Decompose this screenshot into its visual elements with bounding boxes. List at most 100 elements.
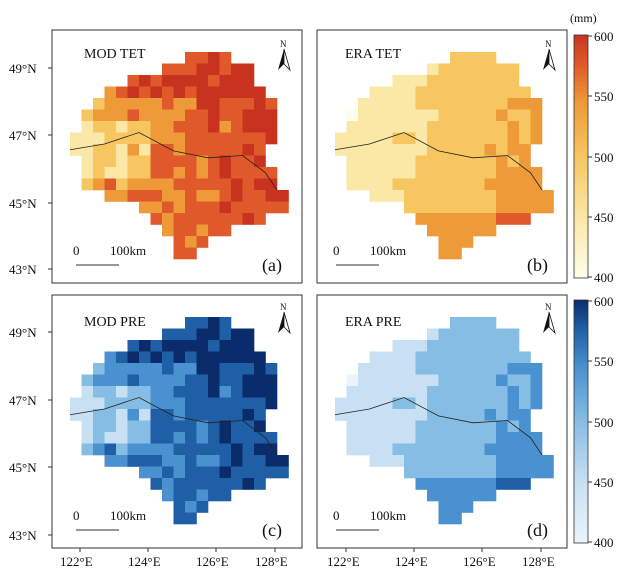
map-cell (461, 340, 474, 352)
map-cell (415, 455, 428, 467)
map-cell (254, 155, 266, 168)
map-cell (450, 420, 462, 433)
map-cell (507, 132, 520, 145)
map-cell (196, 75, 209, 87)
map-cell (461, 478, 474, 490)
map-cell (404, 98, 416, 110)
map-cell (519, 351, 531, 364)
map-cell (461, 236, 474, 248)
map-cell (173, 501, 186, 513)
map-cell (484, 328, 497, 341)
map-cell (139, 178, 151, 191)
map-cell (219, 317, 232, 329)
map-cell (208, 328, 220, 341)
map-cell (185, 121, 197, 133)
map-cell (150, 374, 163, 387)
map-cell (116, 190, 128, 202)
panel-c: MOD PRE (c) (51, 294, 303, 549)
map-cell (484, 386, 497, 398)
map-cell (231, 63, 243, 76)
map-cell (473, 167, 485, 179)
map-cell (484, 397, 497, 410)
colorbar-tick: 450 (594, 475, 614, 490)
map-cell (219, 455, 232, 467)
map-cell (427, 397, 439, 410)
map-cell (404, 178, 416, 191)
map-cell (231, 374, 243, 387)
map-cell (369, 443, 382, 456)
map-cell (381, 409, 393, 421)
map-cell (369, 109, 382, 122)
map-cell (173, 224, 186, 237)
map-cell (162, 132, 174, 145)
map-cell (450, 63, 462, 76)
map-cell (196, 86, 209, 99)
map-cell (185, 98, 197, 110)
map-cell (427, 478, 439, 490)
map-cell (484, 144, 497, 156)
map-cell (185, 351, 197, 364)
map-cell (185, 489, 197, 502)
map-cell (392, 167, 405, 179)
map-cell (438, 374, 451, 387)
map-cell (507, 466, 520, 479)
colorbar-tick: 500 (594, 415, 614, 430)
lat-tick-label: 49°N (9, 325, 37, 340)
map-cell (242, 132, 255, 145)
map-cell (484, 432, 497, 444)
map-cell (381, 190, 393, 202)
map-cell (242, 63, 255, 76)
map-cell (208, 363, 220, 375)
map-cell (438, 178, 451, 191)
map-cell (484, 455, 497, 467)
map-cell (219, 340, 232, 352)
map-cell (208, 121, 220, 133)
map-cell (139, 144, 151, 156)
map-cell (438, 236, 451, 248)
map-cell (104, 374, 117, 387)
map-cell (369, 432, 382, 444)
map-cell (254, 213, 266, 225)
map-cell (208, 52, 220, 64)
map-cell (392, 363, 405, 375)
map-cell (507, 201, 520, 214)
map-cell (150, 178, 163, 191)
map-cell (484, 409, 497, 421)
map-cell (473, 213, 485, 225)
map-cell (162, 432, 174, 444)
map-cell (404, 397, 416, 410)
map-cell (496, 132, 508, 145)
map-cell (427, 489, 439, 502)
map-cell (196, 224, 209, 237)
map-cell (473, 201, 485, 214)
map-cell (196, 121, 209, 133)
map-cell (438, 167, 451, 179)
map-cell (196, 144, 209, 156)
map-cell (404, 432, 416, 444)
map-cell (162, 340, 174, 352)
map-cell (404, 374, 416, 387)
map-cell (185, 443, 197, 456)
map-cell (254, 351, 266, 364)
map-cell (496, 351, 508, 364)
map-cell (219, 121, 232, 133)
map-cell (173, 340, 186, 352)
map-cell (427, 409, 439, 421)
map-cell (484, 478, 497, 490)
map-cell (139, 455, 151, 467)
map-cell (196, 63, 209, 76)
map-cell (231, 178, 243, 191)
map-cell (381, 351, 393, 364)
map-cell (542, 466, 554, 479)
map-cell (484, 98, 497, 110)
map-cell (415, 386, 428, 398)
map-cell (231, 121, 243, 133)
map-cell (150, 363, 163, 375)
map-cell (93, 432, 105, 444)
map-cell (415, 201, 428, 214)
colorbar-tick: 400 (594, 270, 614, 285)
map-cell (507, 144, 520, 156)
map-cell (381, 363, 393, 375)
map-cell (265, 455, 278, 467)
map-cell (242, 109, 255, 122)
